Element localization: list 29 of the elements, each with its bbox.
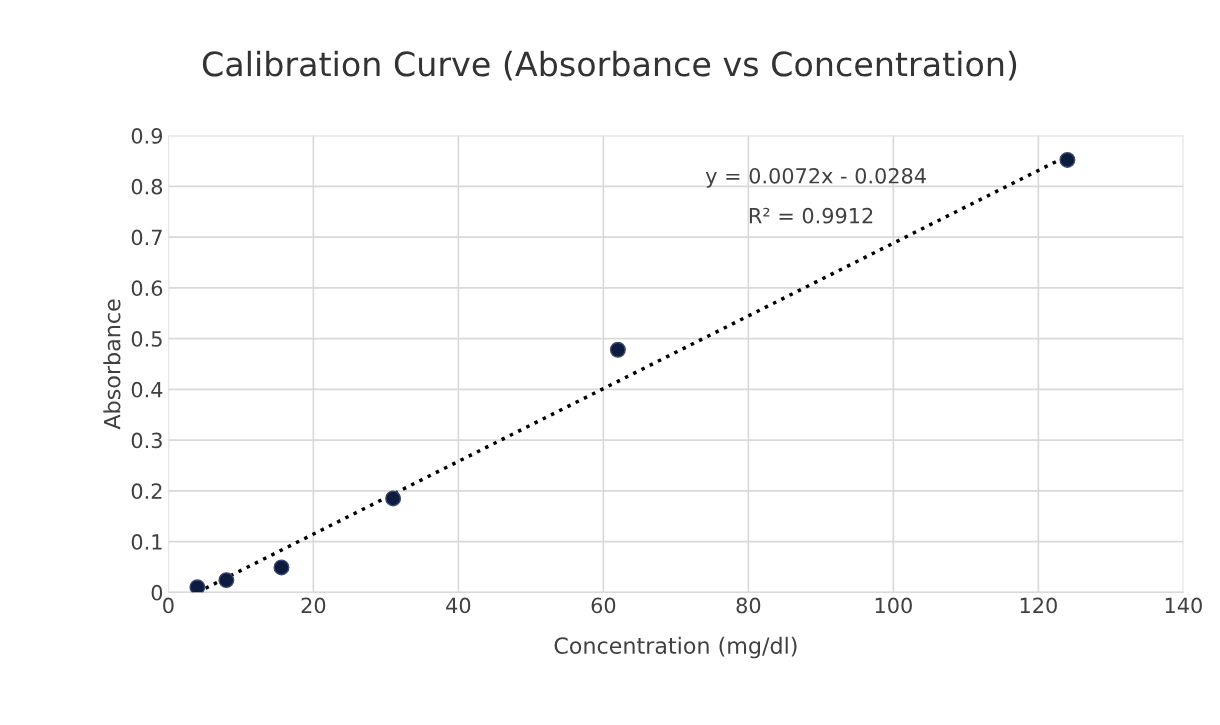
annotation: y = 0.0072x - 0.0284: [705, 167, 926, 188]
y-tick-label: 0.7: [131, 229, 162, 246]
point: [609, 341, 626, 358]
x-tick-label: 60: [591, 597, 616, 614]
point: [1059, 151, 1076, 168]
y-axis-title: Absorbance: [103, 299, 121, 430]
point: [218, 572, 235, 589]
x-tick-label: 0: [163, 597, 174, 614]
y-tick-label: 0.2: [131, 483, 162, 500]
x-tick-label: 100: [875, 597, 912, 614]
y-tick-label: 0.1: [131, 534, 162, 550]
y-tick-label: 0.4: [131, 381, 163, 398]
x-axis-title: Concentration (mg/dl): [554, 636, 797, 659]
y-tick-label: 0.9: [131, 128, 163, 144]
y-tick-label: 0.5: [131, 331, 162, 347]
x-tick-label: 40: [446, 597, 471, 614]
y-tick-label: 0: [151, 584, 163, 601]
point: [385, 490, 402, 507]
chart-title: Calibration Curve (Absorbance vs Concentration): [202, 50, 1017, 81]
y-tick-label: 0.3: [131, 432, 162, 449]
point: [273, 559, 290, 576]
y-tick-label: 0.8: [131, 178, 163, 195]
point: [189, 579, 206, 593]
x-tick-label: 140: [1165, 597, 1202, 614]
annotation: R² = 0.9912: [749, 207, 873, 224]
x-tick-label: 120: [1020, 597, 1057, 614]
y-tick-label: 0.6: [131, 280, 163, 297]
x-tick-label: 80: [736, 597, 761, 614]
x-tick-label: 20: [301, 597, 326, 614]
